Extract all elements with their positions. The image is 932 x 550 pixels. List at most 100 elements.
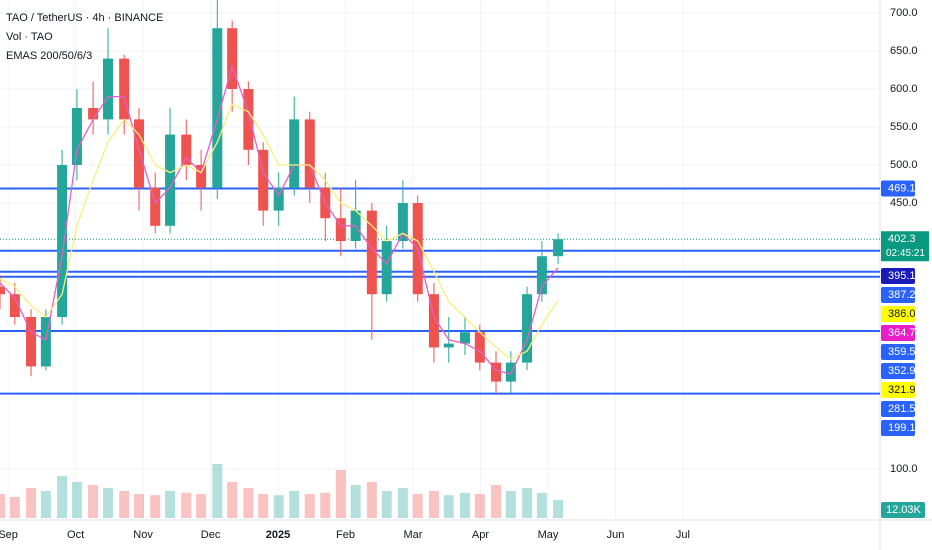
volume-bar bbox=[57, 476, 68, 518]
volume-bar bbox=[320, 492, 331, 518]
x-tick-label: May bbox=[538, 529, 559, 541]
candle-body bbox=[102, 58, 113, 120]
candle-body bbox=[165, 134, 176, 226]
price-tag-label: 469.1 bbox=[888, 182, 916, 194]
candle-body bbox=[40, 317, 51, 367]
candle-body bbox=[119, 58, 130, 120]
price-tag bbox=[881, 268, 915, 284]
candle-body bbox=[536, 256, 547, 295]
candle-body bbox=[474, 332, 485, 363]
volume-bar bbox=[428, 491, 439, 518]
y-tick-label: 500.0 bbox=[890, 159, 918, 171]
price-tag bbox=[881, 420, 915, 436]
candle-body bbox=[134, 119, 145, 188]
price-tag bbox=[881, 363, 915, 379]
x-tick-label: Sep bbox=[0, 529, 18, 541]
volume-bar bbox=[553, 500, 564, 518]
price-tag-label: 386.0 bbox=[888, 308, 916, 320]
candle-body bbox=[196, 164, 207, 188]
volume-bar bbox=[350, 485, 361, 518]
candle-body bbox=[304, 119, 315, 188]
axis: 700.0 650.0 600.0 550.0 500.0 450.0 100.0 Sep Oc… bbox=[0, 7, 929, 541]
candle-body bbox=[397, 202, 408, 241]
volume-bar bbox=[119, 491, 130, 518]
candle-body bbox=[243, 88, 254, 150]
x-tick-label: Feb bbox=[336, 529, 355, 541]
price-tag-label: 364.7 bbox=[888, 327, 916, 339]
volume-bar bbox=[273, 495, 284, 518]
price-tag bbox=[881, 325, 915, 341]
price-tag-label: 281.5 bbox=[888, 403, 916, 415]
price-tag-label: 352.9 bbox=[888, 365, 916, 377]
volume-label: 12.03K bbox=[886, 504, 922, 516]
subtitle: Vol · TAO bbox=[6, 31, 53, 43]
volume-bar bbox=[165, 491, 176, 518]
countdown-label: 02:45:21 bbox=[886, 248, 925, 259]
ema-line bbox=[0, 103, 559, 360]
volume-bar bbox=[9, 497, 20, 518]
x-tick-label: Mar bbox=[404, 529, 423, 541]
price-tag bbox=[881, 401, 915, 417]
candle-body bbox=[227, 28, 238, 89]
volume-bar bbox=[397, 488, 408, 518]
volume-bar bbox=[212, 464, 223, 518]
y-tick-label: 450.0 bbox=[890, 197, 918, 209]
volume-bar bbox=[134, 494, 145, 518]
ema-line bbox=[0, 64, 559, 375]
volume-bar bbox=[196, 494, 207, 518]
candle-body bbox=[88, 107, 99, 120]
candle-body bbox=[212, 28, 223, 188]
candle-body bbox=[335, 218, 346, 241]
candle-body bbox=[366, 210, 377, 295]
candle-body bbox=[491, 362, 502, 382]
last-price-tag bbox=[881, 231, 929, 262]
price-tag bbox=[881, 382, 915, 398]
volume-bar bbox=[304, 494, 315, 518]
candle-body bbox=[258, 149, 269, 211]
candle-body bbox=[26, 317, 37, 367]
last-price-label: 402.3 bbox=[888, 233, 916, 245]
volume-bar bbox=[474, 494, 485, 518]
volume-bar bbox=[227, 482, 238, 518]
volume-bar bbox=[181, 492, 192, 518]
volume-bar bbox=[366, 482, 377, 518]
volume-pane bbox=[0, 464, 564, 518]
volume-bar bbox=[412, 494, 423, 518]
levels bbox=[0, 187, 880, 395]
volume-bar bbox=[459, 492, 470, 518]
price-tag-label: 387.2 bbox=[888, 289, 916, 301]
ema-lines bbox=[0, 64, 559, 375]
candle-body bbox=[71, 107, 82, 165]
y-tick-label: 600.0 bbox=[890, 83, 918, 95]
candle-body bbox=[459, 332, 470, 344]
x-tick-label: Jul bbox=[676, 529, 690, 541]
candle-body bbox=[0, 286, 5, 295]
volume-bar bbox=[71, 482, 82, 518]
volume-bar bbox=[505, 491, 516, 518]
candle-body bbox=[57, 164, 68, 318]
volume-bar bbox=[536, 492, 547, 518]
volume-bar bbox=[491, 485, 502, 518]
x-tick-label: 2025 bbox=[266, 529, 290, 541]
price-tag-label: 321.9 bbox=[888, 384, 916, 396]
volume-bar bbox=[381, 491, 392, 518]
candle-body bbox=[443, 343, 454, 348]
candle-body bbox=[381, 240, 392, 295]
candle-body bbox=[522, 294, 533, 363]
volume-bar bbox=[0, 494, 5, 518]
y-tick-label: 550.0 bbox=[890, 121, 918, 133]
y-tick-label: 650.0 bbox=[890, 45, 918, 57]
grid bbox=[0, 0, 880, 520]
subtitle: EMAS 200/50/6/3 bbox=[6, 50, 92, 62]
candle-body bbox=[289, 119, 300, 188]
candle-body bbox=[9, 294, 20, 318]
volume-tag bbox=[881, 502, 925, 518]
volume-bar bbox=[258, 494, 269, 518]
chart-title: TAO / TetherUS · 4h · BINANCE bbox=[6, 12, 163, 24]
x-tick-label: Apr bbox=[472, 529, 489, 541]
x-tick-label: Nov bbox=[133, 529, 153, 541]
candle-body bbox=[505, 362, 516, 382]
price-tag bbox=[881, 180, 915, 197]
